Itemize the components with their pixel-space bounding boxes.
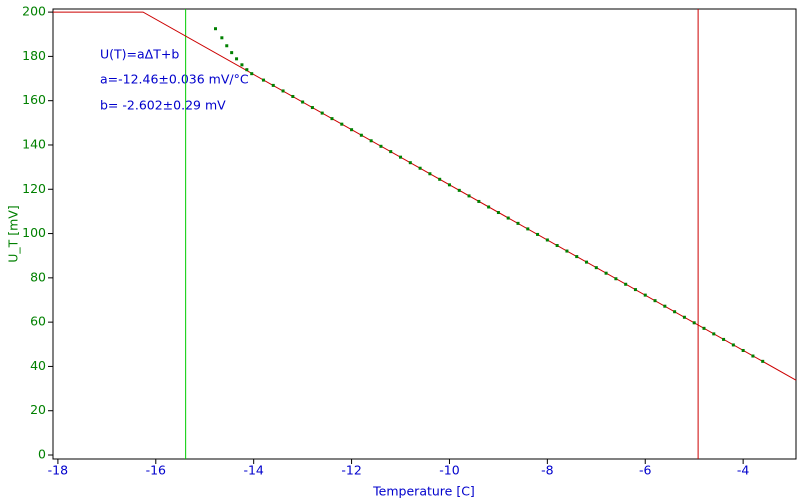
data-point xyxy=(330,117,334,121)
data-point xyxy=(281,89,285,93)
data-point xyxy=(692,321,696,325)
data-point xyxy=(320,111,324,115)
data-point xyxy=(379,144,383,148)
data-point xyxy=(624,282,628,286)
data-point xyxy=(310,106,314,110)
x-tick-label: -14 xyxy=(243,463,263,478)
data-point xyxy=(663,304,667,308)
data-point xyxy=(467,194,471,198)
data-point xyxy=(399,155,403,159)
x-tick-label: -4 xyxy=(737,463,750,478)
y-axis-label: U_T [mV] xyxy=(6,205,21,263)
data-point xyxy=(536,232,540,236)
data-point xyxy=(359,133,363,137)
data-point xyxy=(301,100,305,104)
data-point xyxy=(447,183,451,187)
data-point xyxy=(604,271,608,275)
data-point xyxy=(633,288,637,292)
data-point xyxy=(428,172,432,176)
data-point xyxy=(418,166,422,170)
data-point xyxy=(712,332,716,336)
data-point xyxy=(682,315,686,319)
data-point xyxy=(250,72,254,76)
data-point xyxy=(614,277,618,281)
data-point xyxy=(731,343,735,347)
data-point xyxy=(555,244,559,248)
x-tick-label: -12 xyxy=(341,463,361,478)
x-tick-label: -8 xyxy=(541,463,554,478)
data-point xyxy=(526,227,530,231)
data-point xyxy=(594,266,598,270)
y-tick-label: 120 xyxy=(22,181,46,196)
data-point xyxy=(240,63,244,67)
y-tick-label: 40 xyxy=(30,358,46,373)
fit-line xyxy=(53,11,797,381)
annotation: U(T)=aΔT+b xyxy=(100,47,179,62)
data-point xyxy=(741,348,745,352)
annotation: a=-12.46±0.036 mV/°C xyxy=(100,72,249,87)
y-tick-label: 60 xyxy=(30,314,46,329)
data-point xyxy=(438,177,442,181)
data-point xyxy=(545,238,549,242)
data-point xyxy=(477,199,481,203)
data-point xyxy=(722,337,726,341)
y-tick-label: 160 xyxy=(22,92,46,107)
data-point xyxy=(369,139,373,143)
x-tick-label: -6 xyxy=(639,463,652,478)
data-point xyxy=(575,255,579,259)
y-tick-label: 180 xyxy=(22,48,46,63)
data-point xyxy=(408,161,412,165)
data-point xyxy=(496,211,500,215)
y-tick-label: 140 xyxy=(22,136,46,151)
x-tick-label: -10 xyxy=(439,463,459,478)
y-tick-label: 100 xyxy=(22,225,46,240)
data-point xyxy=(271,83,275,87)
data-point xyxy=(291,94,295,98)
data-point xyxy=(261,78,265,82)
data-point xyxy=(653,299,657,303)
data-point xyxy=(214,27,218,31)
x-tick-label: -18 xyxy=(48,463,68,478)
y-tick-label: 20 xyxy=(30,402,46,417)
x-tick-label: -16 xyxy=(146,463,166,478)
y-tick-label: 0 xyxy=(38,447,46,462)
data-point xyxy=(506,216,510,220)
data-point xyxy=(761,359,765,363)
data-point xyxy=(245,68,249,72)
plot-frame xyxy=(52,8,797,460)
y-tick-label: 200 xyxy=(22,4,46,19)
data-point xyxy=(487,205,491,209)
data-point xyxy=(516,221,520,225)
data-point xyxy=(643,293,647,297)
data-point xyxy=(235,57,239,61)
data-point xyxy=(751,354,755,358)
data-point xyxy=(220,36,224,40)
data-point xyxy=(350,128,354,132)
data-point xyxy=(225,44,229,48)
y-tick-label: 80 xyxy=(30,269,46,284)
data-point xyxy=(565,249,569,253)
data-point xyxy=(230,51,234,55)
data-point xyxy=(340,122,344,126)
data-point xyxy=(585,260,589,264)
data-point xyxy=(389,150,393,154)
x-axis-label: Temperature [C] xyxy=(372,484,475,499)
data-point xyxy=(673,310,677,314)
data-point xyxy=(702,326,706,330)
data-point xyxy=(457,188,461,192)
annotation: b= -2.602±0.29 mV xyxy=(100,98,226,113)
